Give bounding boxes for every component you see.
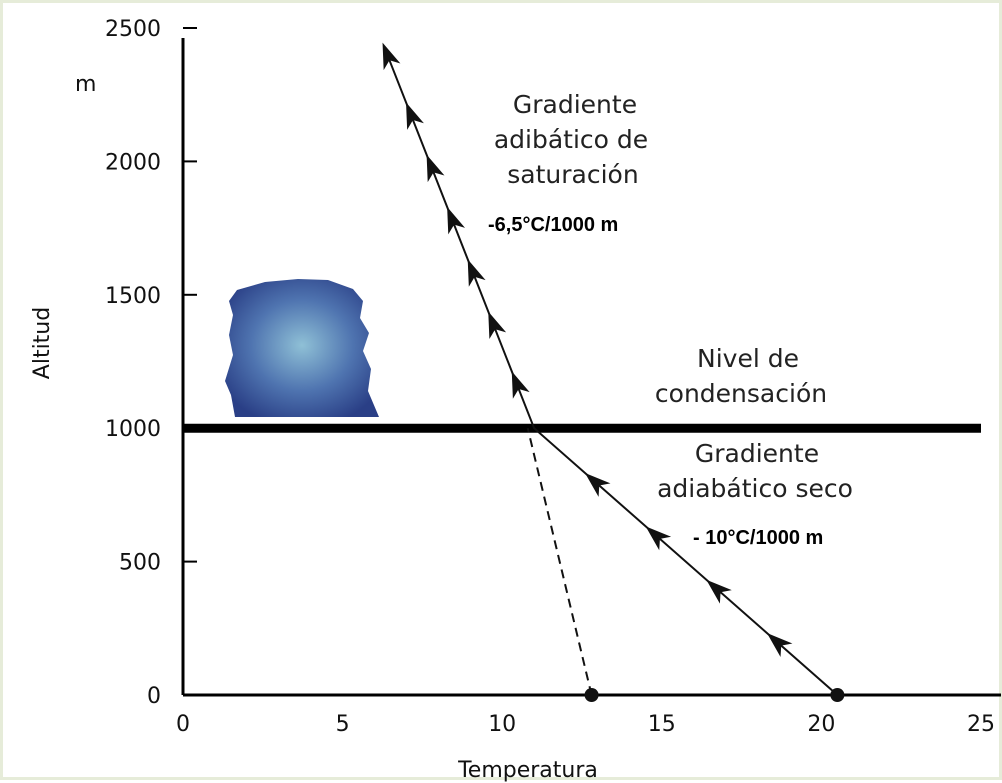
y-ticks: 0 500 1000 1500 2000 2500 bbox=[105, 17, 197, 709]
condensation-label-1: Nivel de bbox=[697, 344, 799, 373]
y-tick-label: 500 bbox=[119, 551, 161, 576]
series-marker bbox=[706, 579, 732, 604]
y-tick-label: 2000 bbox=[105, 150, 161, 175]
y-axis-title: Altitud bbox=[30, 307, 55, 379]
ground-point bbox=[584, 688, 599, 702]
solid-series-line bbox=[386, 54, 839, 696]
x-ticks: 0 5 10 15 20 25 bbox=[176, 712, 995, 737]
series-marker bbox=[426, 154, 445, 183]
x-axis-title: Temperatura bbox=[457, 758, 598, 783]
series-marker bbox=[645, 526, 672, 551]
y-tick-label: 2500 bbox=[105, 17, 161, 42]
series-marker bbox=[511, 371, 530, 399]
series-marker bbox=[382, 42, 401, 71]
series-marker bbox=[766, 633, 793, 657]
x-tick-label: 10 bbox=[488, 712, 516, 737]
series-marker bbox=[447, 206, 466, 235]
dashed-series-line bbox=[526, 427, 593, 696]
ground-point bbox=[830, 688, 845, 702]
series-group bbox=[382, 42, 845, 702]
dry-rate-label: - 10°C/1000 m bbox=[693, 527, 823, 549]
series-marker bbox=[488, 311, 507, 340]
y-unit: m bbox=[75, 72, 96, 97]
x-tick-label: 20 bbox=[807, 712, 835, 737]
series-marker bbox=[406, 102, 424, 130]
series-marker bbox=[585, 472, 611, 497]
altitude-temperature-chart: 0 500 1000 1500 2000 2500 0 5 10 15 20 25 m Altitu… bbox=[30, 17, 1001, 783]
x-tick-label: 15 bbox=[648, 712, 676, 737]
saturated-gradient-label-3: saturación bbox=[507, 160, 638, 189]
series-marker bbox=[467, 259, 486, 287]
y-tick-label: 0 bbox=[147, 684, 161, 709]
saturated-gradient-label-2: adibático de bbox=[494, 125, 648, 154]
y-tick-label: 1500 bbox=[105, 284, 161, 309]
x-tick-label: 5 bbox=[336, 712, 350, 737]
saturated-gradient-label-1: Gradiente bbox=[513, 90, 637, 119]
condensation-label-2: condensación bbox=[655, 379, 827, 408]
dry-gradient-label-1: Gradiente bbox=[695, 439, 819, 468]
x-tick-label: 25 bbox=[967, 712, 995, 737]
y-tick-label: 1000 bbox=[105, 417, 161, 442]
dry-gradient-label-2: adiabático seco bbox=[657, 474, 853, 503]
cloud-icon bbox=[225, 279, 379, 417]
x-tick-label: 0 bbox=[176, 712, 190, 737]
saturated-rate-label: -6,5°C/1000 m bbox=[488, 214, 618, 236]
